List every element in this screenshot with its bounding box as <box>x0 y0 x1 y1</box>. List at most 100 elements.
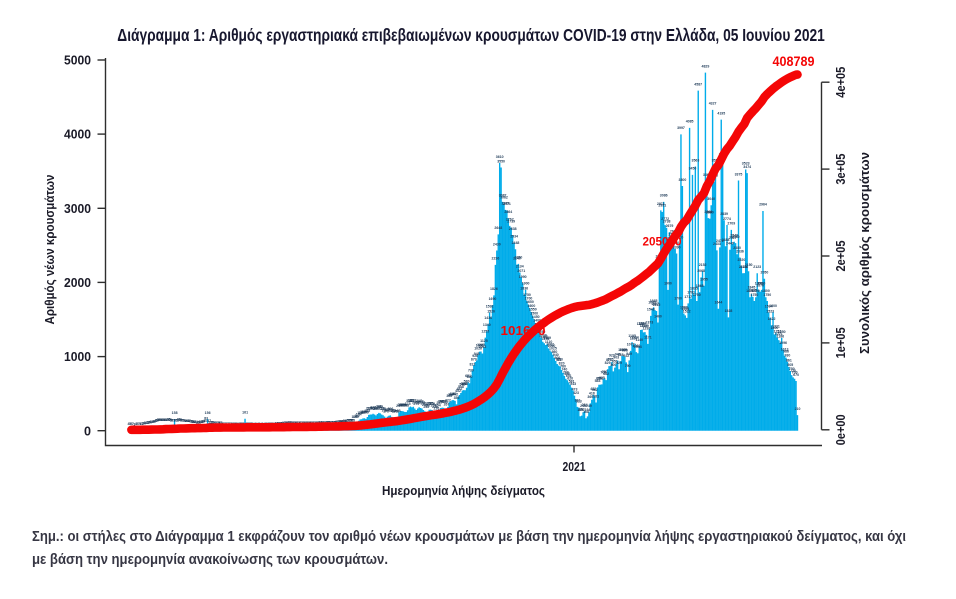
svg-text:1077: 1077 <box>627 343 635 347</box>
svg-text:2448: 2448 <box>512 241 520 245</box>
svg-text:922: 922 <box>623 354 629 358</box>
svg-text:279: 279 <box>413 402 419 406</box>
svg-text:1066: 1066 <box>476 344 484 348</box>
svg-text:620: 620 <box>596 377 602 381</box>
svg-text:1800: 1800 <box>762 289 770 293</box>
svg-text:158: 158 <box>172 411 178 415</box>
svg-text:39: 39 <box>338 420 342 424</box>
svg-text:355: 355 <box>454 396 460 400</box>
svg-text:210: 210 <box>795 407 801 411</box>
svg-text:929: 929 <box>609 354 615 358</box>
svg-text:102: 102 <box>351 415 357 419</box>
svg-text:720: 720 <box>790 369 796 373</box>
svg-text:397: 397 <box>448 393 454 397</box>
svg-text:64: 64 <box>164 418 168 422</box>
svg-text:780: 780 <box>560 365 566 369</box>
svg-text:1805: 1805 <box>749 289 757 293</box>
svg-text:1868: 1868 <box>696 284 704 288</box>
svg-text:313: 313 <box>576 399 582 403</box>
svg-text:299: 299 <box>415 400 421 404</box>
svg-text:700: 700 <box>792 371 798 375</box>
svg-text:1556: 1556 <box>681 307 689 311</box>
svg-text:879: 879 <box>471 357 477 361</box>
svg-text:2971: 2971 <box>503 202 511 206</box>
svg-text:299: 299 <box>419 400 425 404</box>
svg-text:134: 134 <box>356 413 362 417</box>
svg-text:3363: 3363 <box>703 173 711 177</box>
svg-text:1955: 1955 <box>700 278 708 282</box>
svg-text:542: 542 <box>459 382 465 386</box>
svg-text:1169: 1169 <box>543 336 551 340</box>
svg-text:820: 820 <box>559 362 565 366</box>
svg-text:1700: 1700 <box>525 297 533 301</box>
svg-text:1450: 1450 <box>532 315 540 319</box>
svg-text:36: 36 <box>191 420 195 424</box>
svg-text:1876: 1876 <box>756 283 764 287</box>
svg-text:7: 7 <box>138 422 140 426</box>
svg-text:1422: 1422 <box>768 317 776 321</box>
svg-text:381: 381 <box>593 394 599 398</box>
svg-text:482: 482 <box>590 387 596 391</box>
svg-text:2839: 2839 <box>720 212 728 216</box>
svg-text:4000: 4000 <box>64 127 91 142</box>
svg-text:182: 182 <box>390 409 396 413</box>
svg-text:2762: 2762 <box>506 218 514 222</box>
svg-text:7: 7 <box>132 422 134 426</box>
svg-text:1500: 1500 <box>530 311 538 315</box>
svg-text:412: 412 <box>451 392 457 396</box>
svg-text:1835: 1835 <box>690 287 698 291</box>
svg-text:1250: 1250 <box>778 330 786 334</box>
svg-text:805: 805 <box>787 363 793 367</box>
svg-text:418: 418 <box>589 392 595 396</box>
svg-text:24: 24 <box>288 421 292 425</box>
svg-text:19: 19 <box>216 421 220 425</box>
svg-text:3997: 3997 <box>677 126 685 130</box>
svg-text:1044: 1044 <box>634 345 642 349</box>
svg-text:117: 117 <box>354 414 360 418</box>
svg-text:930: 930 <box>784 354 790 358</box>
svg-text:1615: 1615 <box>653 303 661 307</box>
svg-text:322: 322 <box>574 399 580 403</box>
svg-text:315: 315 <box>406 399 412 403</box>
svg-text:4e+05: 4e+05 <box>834 67 848 98</box>
svg-text:0: 0 <box>84 423 91 438</box>
svg-text:253: 253 <box>403 404 409 408</box>
svg-text:2860: 2860 <box>706 211 714 215</box>
svg-text:28: 28 <box>197 420 201 424</box>
svg-text:1717: 1717 <box>684 295 692 299</box>
svg-text:5000: 5000 <box>64 53 91 68</box>
svg-text:581: 581 <box>569 379 575 383</box>
svg-text:65: 65 <box>167 418 171 422</box>
svg-text:548: 548 <box>461 382 467 386</box>
svg-text:282: 282 <box>426 402 432 406</box>
svg-text:1400: 1400 <box>533 319 541 323</box>
svg-text:1255: 1255 <box>481 330 489 334</box>
svg-text:1526: 1526 <box>487 309 495 313</box>
svg-text:730: 730 <box>468 368 474 372</box>
svg-text:543: 543 <box>570 382 576 386</box>
svg-text:1125: 1125 <box>480 339 488 343</box>
svg-text:700: 700 <box>600 371 606 375</box>
svg-text:680: 680 <box>564 372 570 376</box>
svg-text:3062: 3062 <box>500 196 508 200</box>
svg-text:3610: 3610 <box>496 155 504 159</box>
svg-text:369: 369 <box>587 395 593 399</box>
svg-text:1580: 1580 <box>680 305 688 309</box>
svg-text:2772: 2772 <box>661 217 669 221</box>
svg-text:2549: 2549 <box>730 234 738 238</box>
svg-text:42: 42 <box>344 419 348 423</box>
svg-text:1690: 1690 <box>489 297 497 301</box>
svg-text:62: 62 <box>178 418 182 422</box>
svg-text:55: 55 <box>351 418 355 422</box>
svg-text:2068: 2068 <box>697 269 705 273</box>
svg-text:2964: 2964 <box>759 203 767 207</box>
svg-text:30: 30 <box>148 420 152 424</box>
svg-text:5: 5 <box>129 422 131 426</box>
svg-text:2472: 2472 <box>716 239 724 243</box>
svg-text:3040: 3040 <box>707 197 715 201</box>
svg-text:949: 949 <box>626 352 632 356</box>
svg-text:2240: 2240 <box>513 256 521 260</box>
svg-text:3550: 3550 <box>497 159 505 163</box>
svg-text:Συνολικός αριθμός κρουσμάτων: Συνολικός αριθμός κρουσμάτων <box>857 152 872 354</box>
svg-text:18: 18 <box>217 421 221 425</box>
